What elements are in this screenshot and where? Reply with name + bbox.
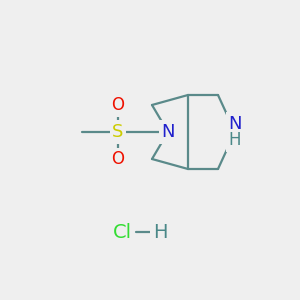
Text: N: N [228, 115, 242, 133]
Text: N: N [161, 123, 175, 141]
Text: O: O [112, 96, 124, 114]
Text: S: S [112, 123, 124, 141]
Text: Cl: Cl [112, 223, 132, 242]
Text: O: O [112, 150, 124, 168]
Text: H: H [229, 131, 241, 149]
Text: H: H [153, 223, 167, 242]
